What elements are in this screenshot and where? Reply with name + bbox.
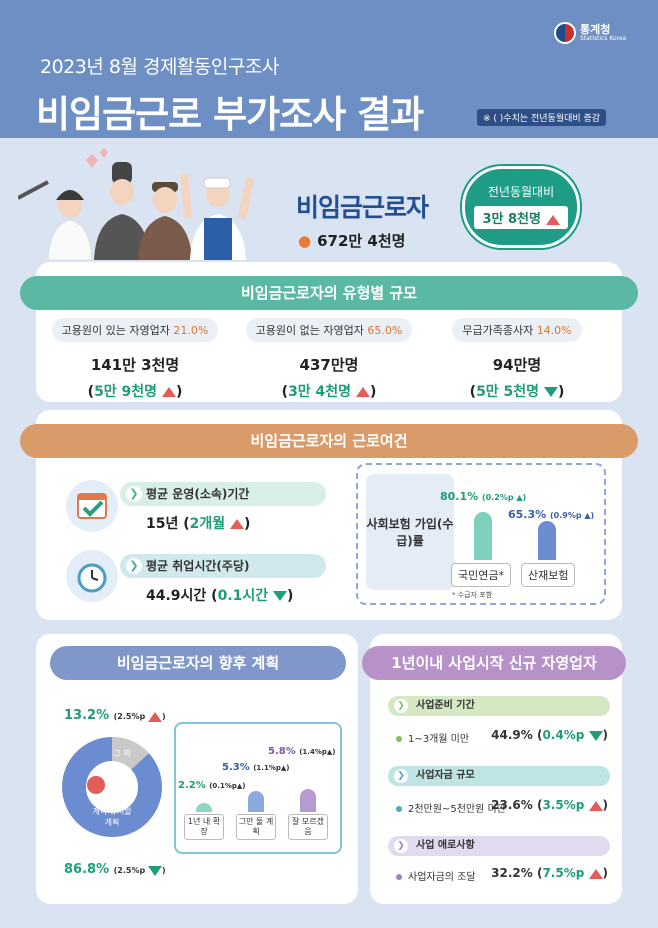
work-heading: 비임금근로자의 근로여건 bbox=[20, 424, 638, 458]
insurance-label: 사회보험 가입(수급)률 bbox=[366, 474, 454, 590]
startup-section-0-label: ❯ 사업준비 기간 bbox=[388, 696, 610, 716]
donut-label-keep: 계속 유지할 bbox=[92, 806, 132, 816]
plan-bar-0-value: 2.2% (0.1%p▲) bbox=[178, 780, 246, 791]
type-own-account: 고용원이 없는 자영업자 65.0% 437만명 (3만 4천명 ) bbox=[244, 318, 414, 401]
insurance-panel bbox=[356, 463, 606, 605]
yoy-value: 3만 8천명 bbox=[474, 206, 568, 229]
down-arrow-icon bbox=[273, 591, 288, 601]
up-arrow-icon bbox=[161, 387, 176, 397]
type-family-worker: 무급가족종사자 14.0% 94만명 (5만 5천명 ) bbox=[432, 318, 602, 401]
plan-breakdown-panel bbox=[174, 722, 342, 854]
type-label: 고용원이 없는 자영업자 65.0% bbox=[245, 318, 413, 342]
insurance-bar-0 bbox=[474, 511, 492, 560]
startup-section-1-row: 2천만원~5천만원 미만 23.6% (3.5%p ) bbox=[396, 798, 608, 815]
type-value: 437만명 bbox=[299, 356, 359, 374]
type-value: 141만 3천명 bbox=[90, 356, 180, 374]
hero-value: ● 672만 4천명 bbox=[298, 232, 406, 250]
type-label: 고용원이 있는 자영업자 21.0% bbox=[51, 318, 219, 342]
operation-period-value: 15년 (2개월 ) bbox=[146, 516, 251, 532]
down-arrow-icon bbox=[588, 730, 603, 741]
down-arrow-icon bbox=[148, 865, 163, 876]
type-change: (5만 9천명 ) bbox=[87, 384, 183, 400]
up-arrow-icon bbox=[148, 711, 163, 722]
change-note: ※ ( )수치는 전년동월대비 증감 bbox=[477, 109, 607, 126]
chevron-right-icon: ❯ bbox=[394, 839, 408, 853]
yoy-label: 전년동월대비 bbox=[487, 185, 555, 199]
plan-other-pct: 13.2% (2.5%p ) bbox=[64, 708, 166, 723]
donut-label-keep-2: 계획 bbox=[105, 817, 120, 827]
working-hours-label: ❯ 평균 취업시간(주당) bbox=[120, 554, 326, 578]
type-change: (3만 4천명 ) bbox=[281, 384, 377, 400]
chevron-right-icon: ❯ bbox=[126, 486, 142, 502]
workers-illustration bbox=[18, 148, 254, 260]
insurance-footnote: * 수급자 포함 bbox=[452, 591, 493, 599]
startup-heading: 1년이내 사업시작 신규 자영업자 bbox=[362, 646, 626, 680]
calendar-check-icon bbox=[66, 480, 118, 532]
plan-bar-0 bbox=[196, 803, 212, 812]
type-label: 무급가족종사자 14.0% bbox=[452, 318, 582, 342]
startup-section-2-label: ❯ 사업 애로사항 bbox=[388, 836, 610, 856]
plan-bar-2 bbox=[300, 788, 316, 812]
page-subtitle: 2023년 8월 경제활동인구조사 bbox=[40, 56, 279, 78]
bullet-icon bbox=[396, 736, 402, 742]
down-arrow-icon bbox=[543, 387, 558, 397]
plan-bar-2-label: 잘 모르겠음 bbox=[288, 814, 328, 840]
plan-bar-2-value: 5.8% (1.4%p▲) bbox=[268, 746, 336, 757]
yoy-badge: 전년동월대비 3만 8천명 bbox=[462, 166, 580, 248]
plan-bar-1-label: 그만 둘 계획 bbox=[236, 814, 276, 840]
up-arrow-icon bbox=[355, 387, 370, 397]
bullet-icon bbox=[396, 806, 402, 812]
operation-period-label: ❯ 평균 운영(소속)기간 bbox=[120, 482, 326, 506]
calendar-icon bbox=[87, 776, 105, 794]
startup-section-0-row: 1~3개월 미만 44.9% (0.4%p ) bbox=[396, 728, 608, 745]
statistics-korea-emblem-icon bbox=[554, 22, 576, 44]
up-arrow-icon bbox=[588, 800, 603, 811]
insurance-bar-1 bbox=[538, 520, 556, 560]
up-arrow-icon bbox=[230, 519, 245, 529]
chevron-right-icon: ❯ bbox=[126, 558, 142, 574]
startup-section-1-label: ❯ 사업자금 규모 bbox=[388, 766, 610, 786]
insurance-bar-0-value: 80.1% (0.2%p ▲) bbox=[440, 490, 527, 503]
up-arrow-icon bbox=[545, 214, 560, 225]
chevron-right-icon: ❯ bbox=[394, 769, 408, 783]
plan-bar-1-value: 5.3% (1.1%p▲) bbox=[222, 762, 290, 773]
bullet-icon: ● bbox=[298, 232, 312, 250]
page-title: 비임금근로 부가조사 결과 bbox=[36, 93, 424, 136]
logo-name: 통계청 bbox=[580, 23, 611, 37]
working-hours-value: 44.9시간 (0.1시간 ) bbox=[146, 588, 294, 604]
bullet-icon bbox=[396, 874, 402, 880]
plan-heading: 비임금근로자의 향후 계획 bbox=[50, 646, 346, 680]
chevron-right-icon: ❯ bbox=[394, 699, 408, 713]
type-employer: 고용원이 있는 자영업자 21.0% 141만 3천명 (5만 9천명 ) bbox=[50, 318, 220, 401]
plan-donut-chart: 계속 유지할 계획 그 외 bbox=[62, 737, 162, 837]
logo-name-en: Statistics Korea bbox=[580, 34, 627, 42]
logo: 통계청 Statistics Korea bbox=[554, 22, 626, 44]
alarm-clock-icon bbox=[66, 550, 118, 602]
up-arrow-icon bbox=[588, 868, 603, 879]
types-heading: 비임금근로자의 유형별 규모 bbox=[20, 276, 638, 310]
plan-bar-0-label: 1년 내 확장 bbox=[184, 814, 224, 840]
type-value: 94만명 bbox=[492, 356, 542, 374]
hero-title: 비임금근로자 bbox=[296, 193, 429, 222]
insurance-bar-1-value: 65.3% (0.9%p ▲) bbox=[508, 508, 595, 521]
plan-bar-1 bbox=[248, 790, 264, 812]
insurance-bar-1-label: 산재보험 bbox=[521, 563, 576, 587]
type-change: (5만 5천명 ) bbox=[469, 384, 565, 400]
insurance-bar-0-label: 국민연금* bbox=[451, 563, 511, 587]
donut-segment-other bbox=[62, 737, 162, 837]
plan-keep-pct: 86.8% (2.5%p ) bbox=[64, 862, 166, 877]
startup-section-2-row: 사업자금의 조달 32.2% (7.5%p ) bbox=[396, 866, 608, 883]
donut-label-other: 그 외 bbox=[113, 748, 130, 758]
